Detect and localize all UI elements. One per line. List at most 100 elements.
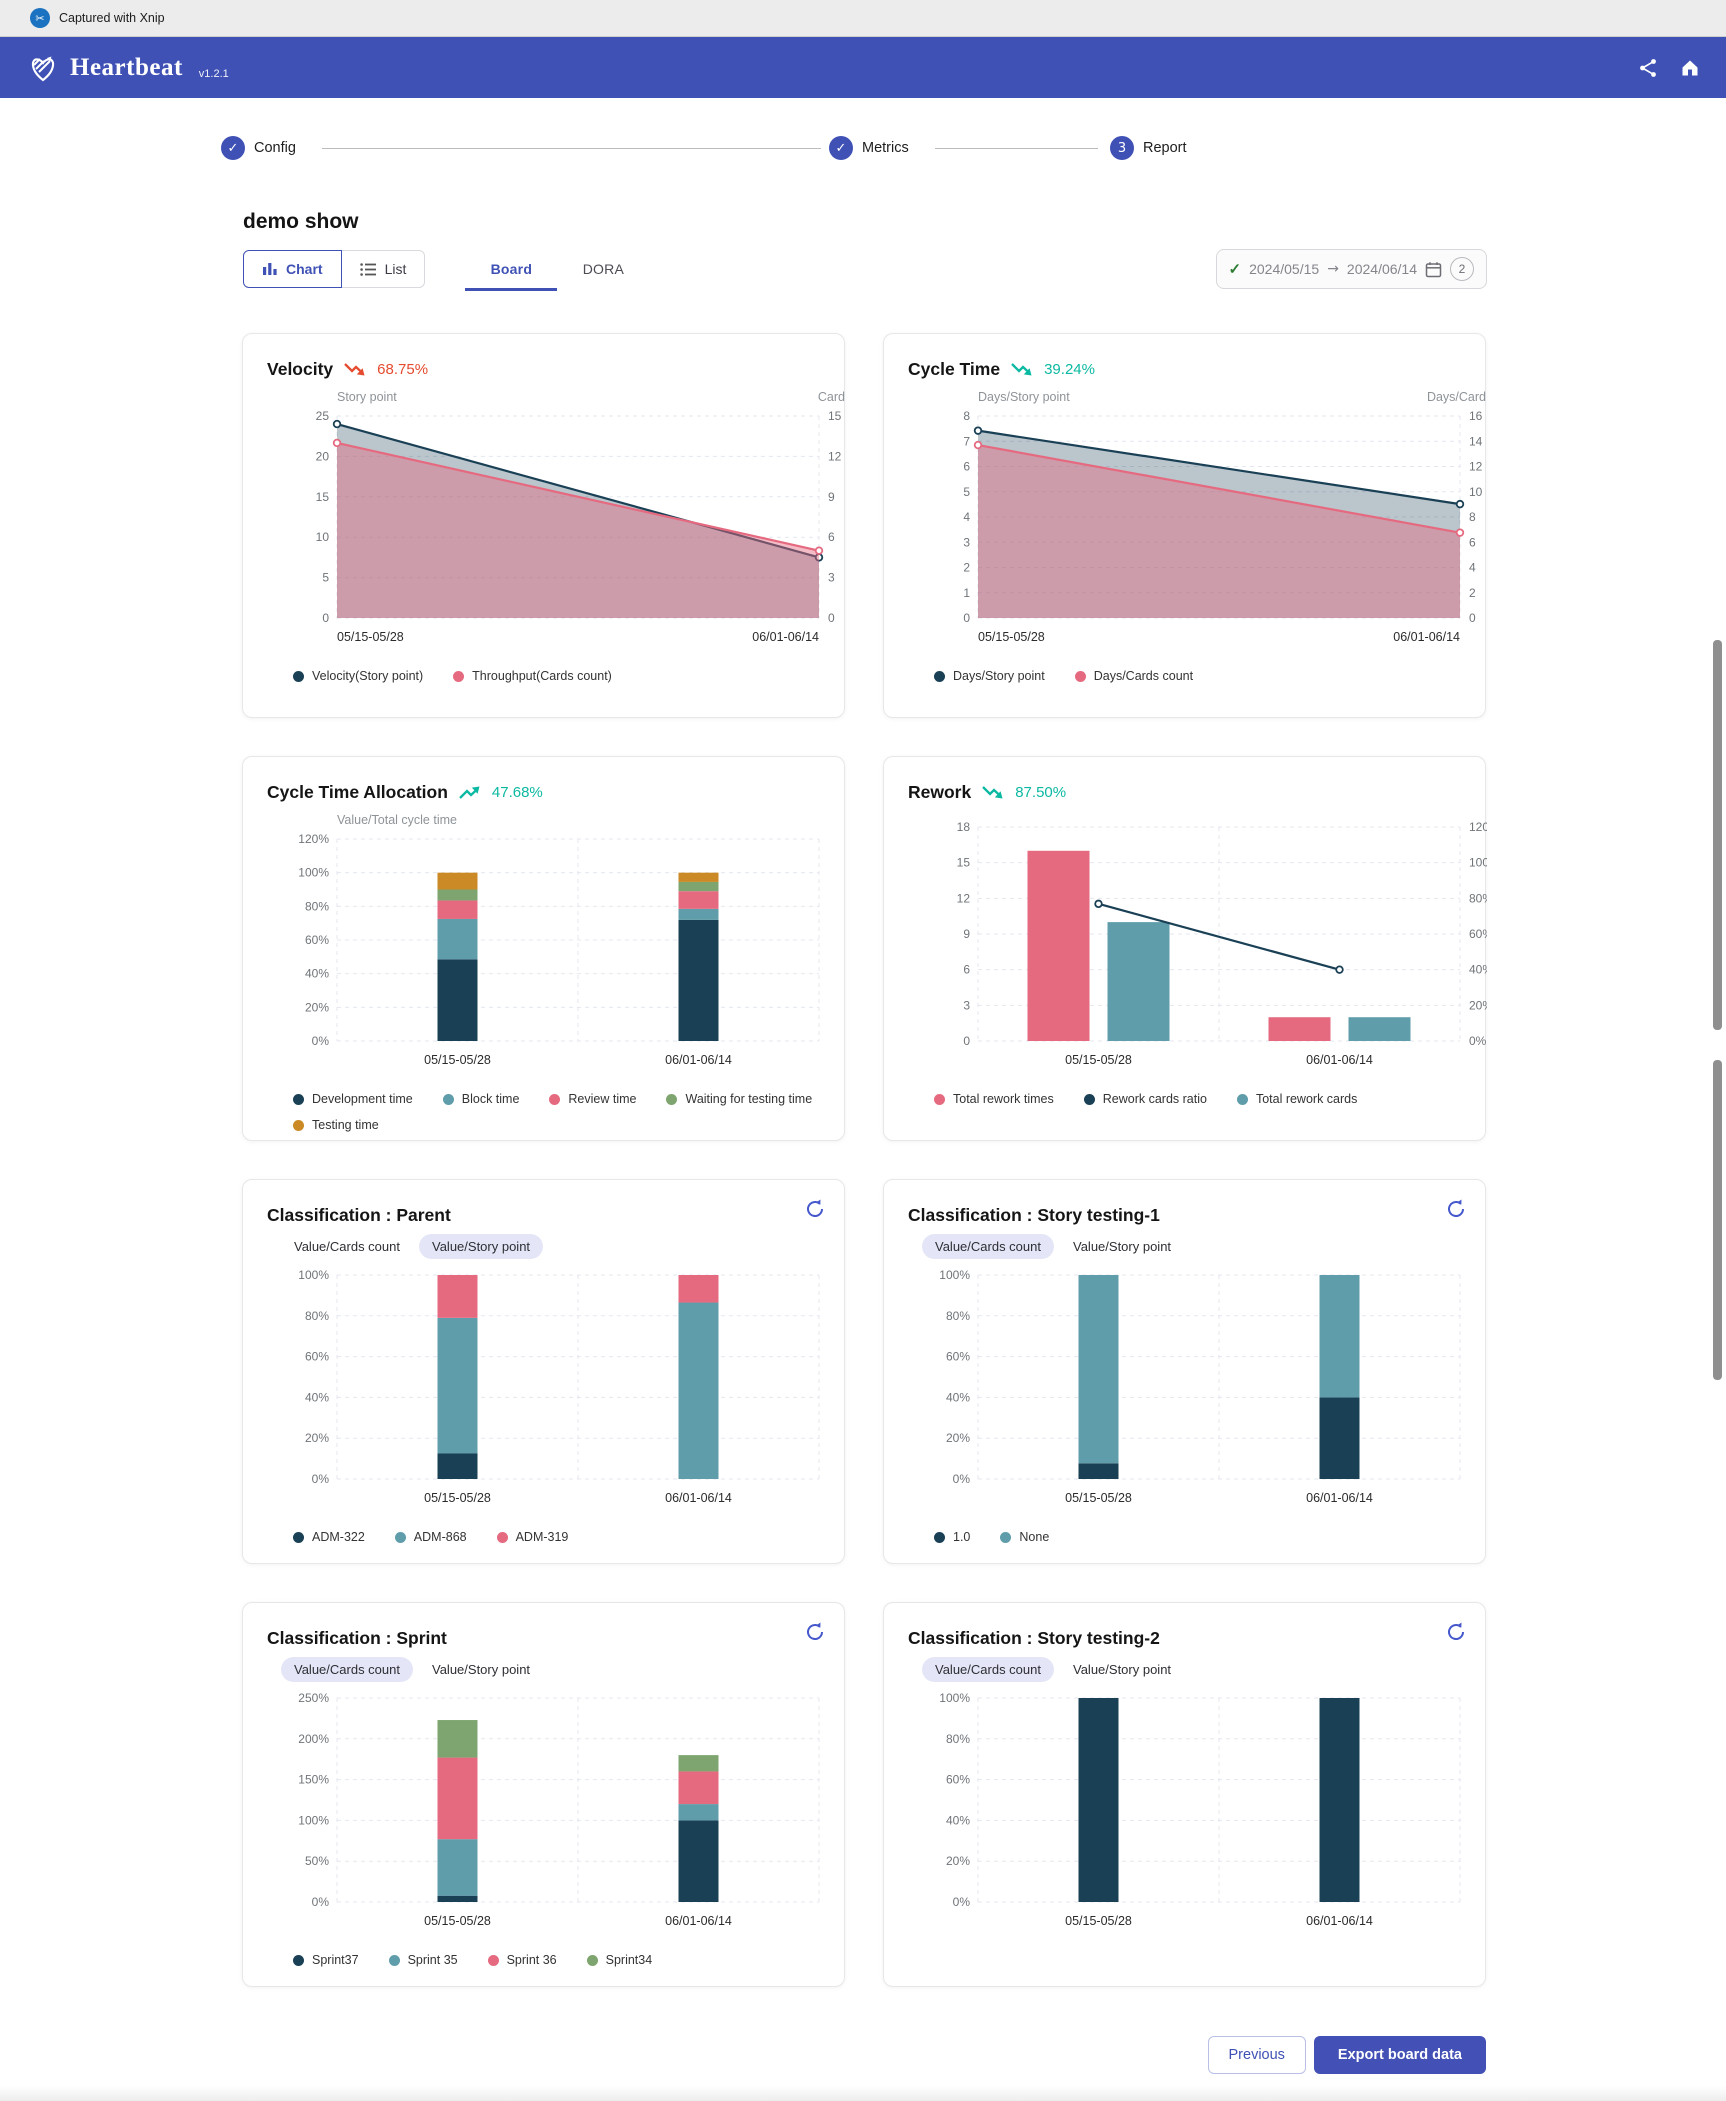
home-icon[interactable] — [1680, 58, 1700, 78]
legend-item[interactable]: Days/Story point — [934, 669, 1045, 683]
pill-cards-count[interactable]: Value/Cards count — [281, 1657, 413, 1682]
svg-text:80%: 80% — [946, 1309, 970, 1323]
card-classification-parent: Classification : Parent Value/Cards coun… — [242, 1179, 845, 1564]
refresh-icon — [807, 1622, 823, 1640]
svg-text:250%: 250% — [298, 1691, 329, 1705]
date-range-picker[interactable]: ✓ 2024/05/15 → 2024/06/14 2 — [1215, 249, 1487, 289]
svg-text:05/15-05/28: 05/15-05/28 — [424, 1491, 491, 1505]
tab-dora[interactable]: DORA — [582, 261, 624, 277]
refresh-button[interactable] — [804, 1198, 826, 1220]
calendar-icon[interactable] — [1425, 261, 1442, 278]
footer-actions: Previous Export board data — [242, 2036, 1486, 2074]
legend-item[interactable]: Waiting for testing time — [666, 1092, 812, 1106]
legend-item[interactable]: Block time — [442, 1092, 519, 1106]
svg-text:60%: 60% — [305, 933, 329, 947]
legend-label: ADM-868 — [413, 1530, 467, 1544]
svg-text:0: 0 — [322, 611, 329, 625]
scrollbar-thumb[interactable] — [1713, 1060, 1722, 1380]
pill-cards-count[interactable]: Value/Cards count — [922, 1657, 1054, 1682]
legend-label: Sprint34 — [605, 1953, 653, 1967]
legend-dot — [293, 1954, 304, 1966]
svg-text:5: 5 — [963, 485, 970, 499]
legend-item[interactable]: Sprint34 — [586, 1953, 653, 1967]
legend-item[interactable]: Total rework cards — [1236, 1092, 1358, 1106]
legend-dot — [442, 1093, 454, 1105]
legend-item[interactable]: Velocity(Story point) — [293, 669, 423, 683]
legend-item[interactable]: ADM-868 — [394, 1530, 467, 1544]
chart-legend: Sprint37 Sprint 35 Sprint 36 Sprint34 — [293, 1953, 820, 1967]
svg-text:0%: 0% — [953, 1895, 971, 1909]
pill-story-point[interactable]: Value/Story point — [432, 1662, 531, 1677]
trend-value: 68.75% — [377, 360, 429, 378]
tab-board[interactable]: Board — [465, 250, 558, 291]
legend-label: Sprint 36 — [506, 1953, 557, 1967]
svg-text:15: 15 — [957, 856, 971, 870]
svg-text:15: 15 — [316, 490, 330, 504]
legend-dot — [293, 670, 304, 682]
legend-item[interactable]: Throughput(Cards count) — [453, 669, 612, 683]
date-count-badge[interactable]: 2 — [1450, 257, 1474, 281]
svg-text:12: 12 — [1469, 460, 1483, 474]
step-report-number[interactable]: 3 — [1110, 136, 1134, 160]
pill-story-point[interactable]: Value/Story point — [1073, 1239, 1172, 1254]
cycle-time-chart: Days/Story point Days/Card 0 1 2 3 4 5 6 7 8 0 2 4 6 8 1… — [932, 388, 1486, 659]
legend-item[interactable]: Review time — [549, 1092, 636, 1106]
legend-item[interactable]: Rework cards ratio — [1083, 1092, 1207, 1106]
pill-story-point[interactable]: Value/Story point — [1073, 1662, 1172, 1677]
legend-item[interactable]: Sprint 35 — [388, 1953, 458, 1967]
legend-label: Waiting for testing time — [685, 1092, 813, 1106]
capture-bar: ✂ Captured with Xnip — [0, 0, 1726, 37]
svg-text:3: 3 — [828, 571, 835, 585]
svg-text:Value/Total cycle time: Value/Total cycle time — [337, 813, 457, 827]
legend-dot — [293, 1119, 304, 1131]
legend-label: Sprint37 — [312, 1953, 359, 1967]
svg-text:16: 16 — [1469, 409, 1483, 423]
card-velocity: Velocity 68.75% Story point Card 0 5 10 15 20 25… — [242, 333, 845, 718]
chart-title: Classification : Sprint — [267, 1627, 447, 1648]
legend-item[interactable]: Development time — [293, 1092, 413, 1106]
svg-text:15: 15 — [828, 409, 842, 423]
app-version: v1.2.1 — [198, 67, 229, 80]
legend-item[interactable]: Total rework times — [934, 1092, 1054, 1106]
list-view-button[interactable]: List — [341, 250, 426, 288]
svg-text:7: 7 — [963, 434, 970, 448]
legend-label: Sprint 35 — [407, 1953, 458, 1967]
page-title: demo show — [243, 210, 359, 234]
refresh-button[interactable] — [1445, 1198, 1467, 1220]
refresh-button[interactable] — [1445, 1621, 1467, 1643]
card-rework: Rework 87.50% 0 3 6 9 12 15 18 0% 20% 40% 60% 80% 100… — [883, 756, 1500, 1141]
svg-text:100%: 100% — [298, 1268, 329, 1282]
step-config-check-icon[interactable]: ✓ — [221, 136, 245, 160]
svg-text:06/01-06/14: 06/01-06/14 — [665, 1491, 732, 1505]
legend-label: Total rework cards — [1255, 1092, 1358, 1106]
svg-text:20%: 20% — [305, 1431, 329, 1445]
pill-cards-count[interactable]: Value/Cards count — [294, 1239, 400, 1254]
previous-button[interactable]: Previous — [1207, 2036, 1306, 2074]
share-icon[interactable] — [1638, 58, 1658, 78]
export-board-data-button[interactable]: Export board data — [1313, 2036, 1486, 2074]
refresh-button[interactable] — [804, 1621, 826, 1643]
step-config-label: Config — [254, 140, 296, 156]
pill-cards-count[interactable]: Value/Cards count — [922, 1234, 1054, 1259]
legend-item[interactable]: Days/Cards count — [1074, 669, 1193, 683]
chart-legend: 1.0 None — [934, 1530, 1461, 1544]
scrollbar-thumb[interactable] — [1713, 640, 1722, 1030]
legend-item[interactable]: ADM-319 — [496, 1530, 568, 1544]
svg-text:12: 12 — [957, 891, 971, 905]
svg-text:14: 14 — [1469, 434, 1483, 448]
legend-dot — [388, 1954, 400, 1966]
svg-text:5: 5 — [322, 571, 329, 585]
legend-item[interactable]: Sprint37 — [293, 1953, 359, 1967]
svg-text:06/01-06/14: 06/01-06/14 — [665, 1914, 732, 1928]
svg-text:0: 0 — [828, 611, 835, 625]
pill-story-point[interactable]: Value/Story point — [419, 1234, 544, 1259]
chart-view-button[interactable]: Chart — [243, 250, 342, 288]
step-metrics-check-icon[interactable]: ✓ — [829, 136, 853, 160]
legend-item[interactable]: 1.0 — [934, 1530, 970, 1544]
legend-item[interactable]: None — [1000, 1530, 1049, 1544]
legend-dot — [293, 1531, 304, 1543]
legend-item[interactable]: Sprint 36 — [487, 1953, 557, 1967]
legend-item[interactable]: Testing time — [293, 1118, 379, 1132]
svg-text:4: 4 — [963, 510, 970, 524]
legend-item[interactable]: ADM-322 — [293, 1530, 365, 1544]
